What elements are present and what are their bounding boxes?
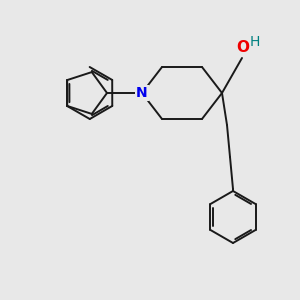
Text: H: H (250, 35, 260, 49)
Text: N: N (136, 86, 148, 100)
Text: O: O (236, 40, 250, 56)
